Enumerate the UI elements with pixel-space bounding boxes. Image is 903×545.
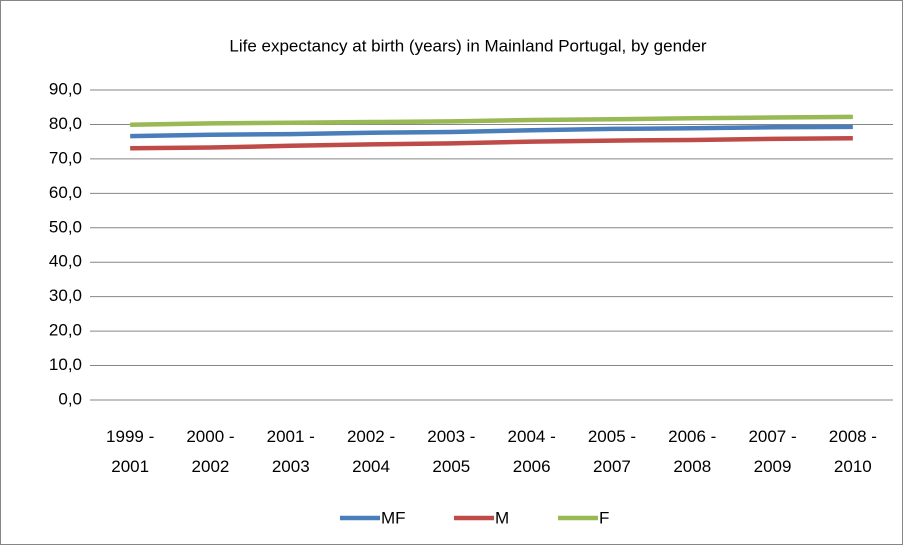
legend-label: M <box>495 508 509 527</box>
y-tick-label: 80,0 <box>49 114 82 133</box>
x-tick-label: 1999 -2001 <box>106 427 154 476</box>
x-tick-label: 2002 -2004 <box>347 427 395 476</box>
x-tick-label: 2005 -2007 <box>588 427 636 476</box>
y-tick-label: 30,0 <box>49 286 82 305</box>
chart-title: Life expectancy at birth (years) in Main… <box>229 36 707 55</box>
y-tick-label: 90,0 <box>49 79 82 98</box>
line-series <box>130 114 853 128</box>
line-series <box>130 124 853 139</box>
y-tick-label: 50,0 <box>49 217 82 236</box>
y-tick-label: 10,0 <box>49 355 82 374</box>
legend-label: F <box>599 508 609 527</box>
y-tick-label: 20,0 <box>49 321 82 340</box>
x-tick-label: 2001 -2003 <box>267 427 315 476</box>
x-tick-label: 2006 -2008 <box>668 427 716 476</box>
line-series <box>130 135 853 151</box>
x-tick-label: 2004 -2006 <box>508 427 556 476</box>
x-tick-label: 2000 -2002 <box>186 427 234 476</box>
y-tick-label: 0,0 <box>58 389 82 408</box>
y-tick-label: 60,0 <box>49 183 82 202</box>
x-tick-label: 2007 -2009 <box>748 427 796 476</box>
x-tick-label: 2003 -2005 <box>427 427 475 476</box>
y-tick-label: 70,0 <box>49 148 82 167</box>
x-tick-label: 2008 -2010 <box>829 427 877 476</box>
y-tick-label: 40,0 <box>49 252 82 271</box>
legend-label: MF <box>381 508 406 527</box>
